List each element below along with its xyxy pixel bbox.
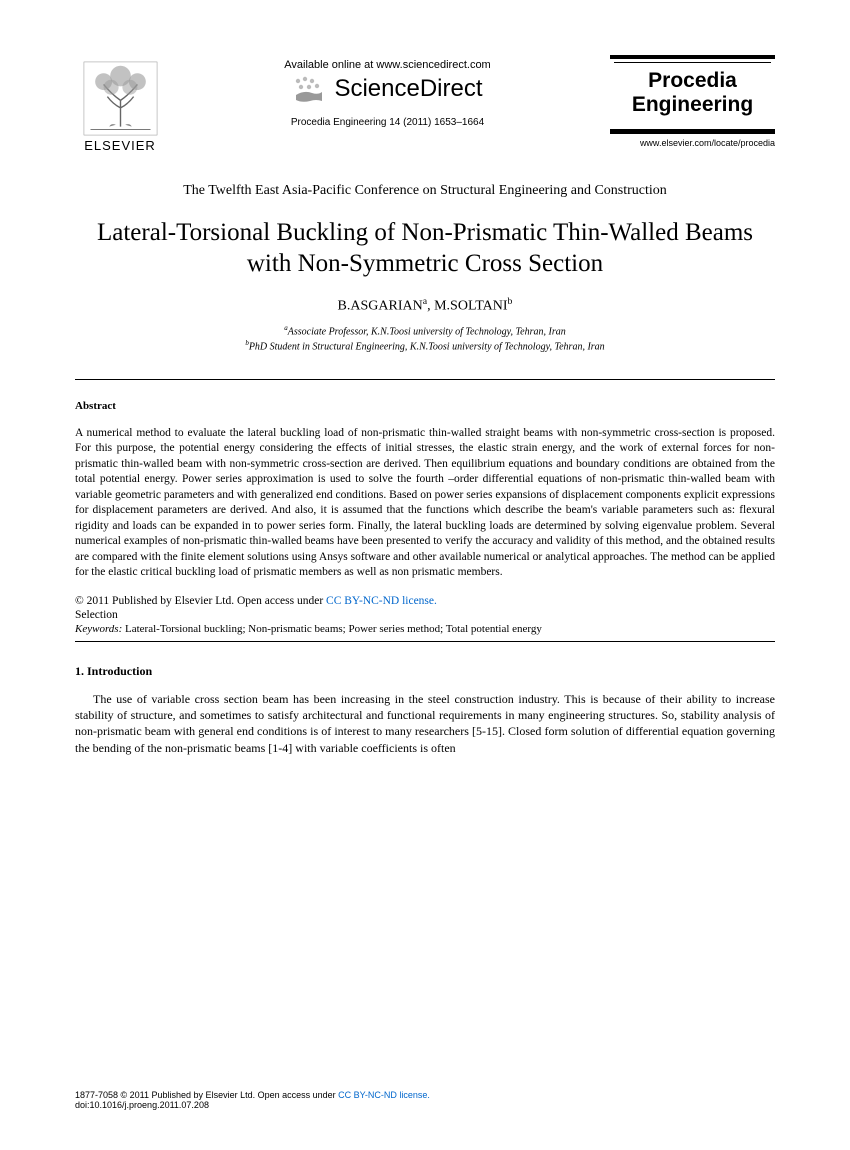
elsevier-block: ELSEVIER bbox=[75, 55, 165, 153]
affiliation-a: Associate Professor, K.N.Toosi universit… bbox=[288, 326, 566, 337]
journal-name-2: Engineering bbox=[614, 93, 771, 117]
journal-block: Procedia Engineering www.elsevier.com/lo… bbox=[610, 55, 775, 148]
citation: Procedia Engineering 14 (2011) 1653–1664 bbox=[291, 117, 484, 128]
author-1: B.ASGARIAN bbox=[338, 298, 423, 313]
article-title: Lateral-Torsional Buckling of Non-Prisma… bbox=[75, 217, 775, 280]
sciencedirect-logo-row: ScienceDirect bbox=[292, 75, 482, 103]
available-online: Available online at www.sciencedirect.co… bbox=[284, 59, 490, 71]
license-link[interactable]: CC BY-NC-ND license. bbox=[326, 595, 437, 607]
author-2: M.SOLTANI bbox=[434, 298, 507, 313]
keywords-label: Keywords: bbox=[75, 623, 122, 635]
footer-doi: doi:10.1016/j.proeng.2011.07.208 bbox=[75, 1100, 775, 1110]
footer-issn: 1877-7058 © 2011 Published by Elsevier L… bbox=[75, 1090, 255, 1100]
affiliations: aAssociate Professor, K.N.Toosi universi… bbox=[75, 324, 775, 355]
keywords: Keywords: Lateral-Torsional buckling; No… bbox=[75, 623, 775, 635]
sciencedirect-text: ScienceDirect bbox=[334, 75, 482, 103]
journal-name-1: Procedia bbox=[614, 69, 771, 93]
footer-open-access: Open access under bbox=[255, 1090, 338, 1100]
authors: B.ASGARIANa, M.SOLTANIb bbox=[75, 296, 775, 315]
center-header: Available online at www.sciencedirect.co… bbox=[165, 55, 610, 128]
section-1-heading: 1. Introduction bbox=[75, 664, 775, 679]
abstract-label: Abstract bbox=[75, 400, 775, 412]
journal-box: Procedia Engineering bbox=[610, 55, 775, 134]
affiliation-b: PhD Student in Structural Engineering, K… bbox=[249, 342, 605, 353]
elsevier-tree-logo bbox=[83, 61, 158, 136]
footer: 1877-7058 © 2011 Published by Elsevier L… bbox=[75, 1090, 775, 1110]
divider-bottom bbox=[75, 641, 775, 642]
open-access-text: Open access under bbox=[234, 595, 326, 607]
selection-line: Selection bbox=[75, 609, 775, 621]
divider-top bbox=[75, 379, 775, 380]
sciencedirect-icon bbox=[292, 75, 326, 103]
author-2-sup: b bbox=[508, 296, 513, 307]
keywords-text: Lateral-Torsional buckling; Non-prismati… bbox=[122, 623, 542, 635]
intro-paragraph: The use of variable cross section beam h… bbox=[75, 691, 775, 756]
copyright-line: © 2011 Published by Elsevier Ltd. Open a… bbox=[75, 595, 775, 607]
footer-license-link[interactable]: CC BY-NC-ND license. bbox=[338, 1090, 430, 1100]
elsevier-name: ELSEVIER bbox=[84, 138, 156, 153]
abstract-text: A numerical method to evaluate the later… bbox=[75, 426, 775, 581]
header: ELSEVIER Available online at www.science… bbox=[75, 55, 775, 153]
footer-line-1: 1877-7058 © 2011 Published by Elsevier L… bbox=[75, 1090, 775, 1100]
copyright-text: © 2011 Published by Elsevier Ltd. bbox=[75, 595, 234, 607]
journal-url[interactable]: www.elsevier.com/locate/procedia bbox=[610, 138, 775, 148]
conference-name: The Twelfth East Asia-Pacific Conference… bbox=[75, 183, 775, 199]
